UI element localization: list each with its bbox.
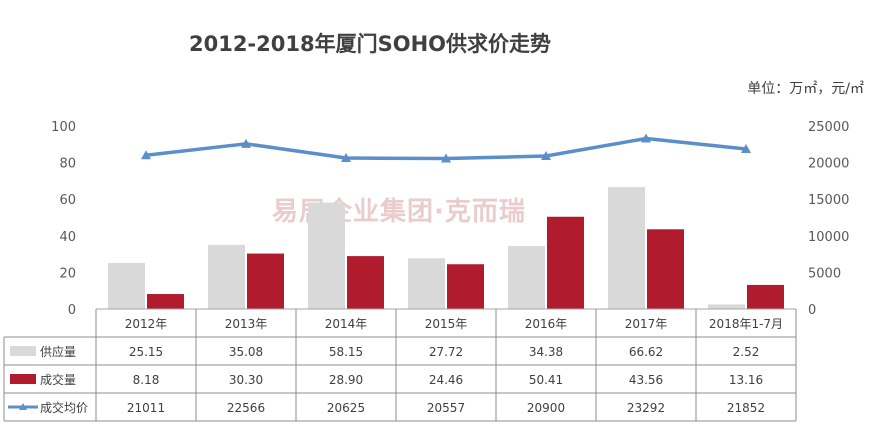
table-cell-value: 24.46 [429,373,463,387]
supply-bar [108,262,145,309]
y-right-tick-label: 15000 [808,193,849,208]
legend-swatch [10,346,36,356]
y-right-tick-label: 5000 [808,266,841,281]
y-left-tick-label: 100 [51,120,76,135]
legend-marker [19,403,27,410]
table-cell-value: 20900 [527,401,565,415]
deal-bar [747,284,784,309]
price-point [341,153,351,163]
table-cell-value: 21852 [727,401,765,415]
supply-bar [308,202,345,309]
legend-label: 成交量 [40,372,76,387]
y-right-tick-label: 10000 [808,230,849,245]
table-cell-value: 28.90 [329,373,363,387]
price-point [541,151,551,161]
x-tick-label: 2012年 [125,317,168,331]
deal-bar [347,256,384,309]
y-left-tick-label: 20 [59,266,76,281]
table-cell-value: 50.41 [529,373,563,387]
table-cell-value: 66.62 [629,345,663,359]
price-point [141,150,151,160]
price-point [241,138,251,148]
x-tick-label: 2013年 [225,317,268,331]
y-right-tick-label: 25000 [808,120,849,135]
legend-label: 成交均价 [40,400,88,415]
table-cell-value: 30.30 [229,373,263,387]
table-cell-value: 21011 [127,401,165,415]
supply-bar [608,187,645,309]
chart-title: 2012-2018年厦门SOHO供求价走势 [188,32,551,56]
supply-bar [708,304,745,309]
supply-bar [408,258,445,309]
x-tick-label: 2018年1-7月 [709,317,783,331]
deal-bar [247,253,284,309]
table-cell-value: 34.38 [529,345,563,359]
table-cell-value: 23292 [627,401,665,415]
unit-label: 单位：万㎡，元/㎡ [747,81,864,97]
table-cell-value: 8.18 [133,373,160,387]
deal-bar [647,229,684,309]
table-cell-value: 13.16 [729,373,763,387]
price-point [641,133,651,143]
y-right-tick-label: 20000 [808,157,849,172]
legend-swatch [10,374,36,384]
y-left-tick-label: 80 [59,157,76,172]
table-cell-value: 2.52 [733,345,760,359]
y-left-tick-label: 40 [59,230,76,245]
table-cell-value: 58.15 [329,345,363,359]
y-right-tick-label: 0 [808,303,816,318]
x-tick-label: 2016年 [525,317,568,331]
table-cell-value: 27.72 [429,345,463,359]
supply-bar [208,244,245,309]
table-cell-value: 20557 [427,401,465,415]
deal-bar [147,294,184,309]
x-tick-label: 2014年 [325,317,368,331]
table-cell-value: 43.56 [629,373,663,387]
table-cell-value: 35.08 [229,345,263,359]
x-tick-label: 2015年 [425,317,468,331]
deal-bar [547,216,584,309]
y-left-tick-label: 60 [59,193,76,208]
y-left-tick-label: 0 [68,303,76,318]
price-point [741,144,751,154]
table-cell-value: 22566 [227,401,265,415]
price-point [441,153,451,163]
legend-label: 供应量 [40,344,76,359]
x-tick-label: 2017年 [625,317,668,331]
supply-bar [508,246,545,309]
table-cell-value: 25.15 [129,345,163,359]
table-cell-value: 20625 [327,401,365,415]
deal-bar [447,264,484,309]
